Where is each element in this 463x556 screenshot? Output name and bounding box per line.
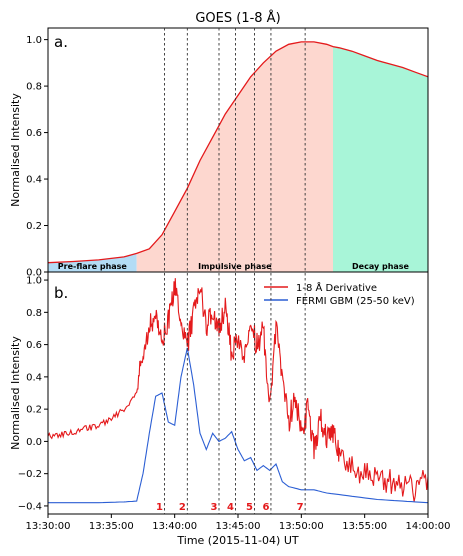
panel-b: −0.4 −0.2 0.0 0.2 0.4 0.6 0.8 1.0 13:30:00 13:35… — [9, 271, 451, 547]
phase-band-2 — [136, 41, 333, 272]
phase-label-2: Impulsive phase — [198, 262, 272, 271]
xtick-label-5: 13:55:00 — [342, 521, 387, 532]
ytick-label-b-5: 0.6 — [26, 340, 42, 351]
ytick-label-b-7: 1.0 — [26, 276, 42, 287]
legend-label-derivative: 1-8 Å Derivative — [296, 281, 377, 294]
ytick-label-b-6: 0.8 — [26, 308, 42, 319]
panel-a-ylabel: Normalised Intensity — [9, 93, 22, 207]
panel-b-label: b. — [54, 284, 68, 302]
fermi-gbm-series-line — [48, 347, 428, 504]
ytick-label-a-4: 0.8 — [26, 82, 42, 93]
derivative-series-line — [48, 278, 428, 502]
event-marker-label-6: 6 — [262, 502, 269, 513]
goes-curve-group — [48, 41, 428, 264]
phase-labels: Pre-flare phase Impulsive phase Decay phas… — [58, 262, 410, 271]
xtick-label-3: 13:45:00 — [216, 521, 261, 532]
ytick-label-a-5: 1.0 — [26, 35, 42, 46]
panel-b-series — [48, 278, 428, 504]
ytick-label-a-1: 0.2 — [26, 221, 42, 232]
xtick-label-0: 13:30:00 — [26, 521, 71, 532]
legend-label-fermi: FERMI GBM (25-50 keV) — [296, 296, 415, 307]
phase-band-3 — [333, 46, 428, 272]
panel-a-label: a. — [54, 33, 68, 51]
panel-a-yticks: 0.0 0.2 0.4 0.6 0.8 1.0 — [26, 35, 48, 279]
xtick-label-6: 14:00:00 — [406, 521, 451, 532]
ytick-label-b-1: −0.2 — [18, 469, 42, 480]
event-marker-label-4: 4 — [227, 502, 234, 513]
phase-label-1: Pre-flare phase — [58, 262, 128, 271]
phase-label-3: Decay phase — [352, 262, 410, 271]
ytick-label-a-3: 0.6 — [26, 128, 42, 139]
phase-bands — [48, 41, 428, 272]
panel-b-xlabel: Time (2015-11-04) UT — [176, 534, 298, 547]
xtick-label-2: 13:40:00 — [152, 521, 197, 532]
ytick-label-b-0: −0.4 — [18, 501, 42, 512]
xtick-label-1: 13:35:00 — [89, 521, 134, 532]
event-marker-label-2: 2 — [179, 502, 186, 513]
panel-a: Pre-flare phase Impulsive phase Decay phas… — [9, 10, 429, 279]
goes-flux-line — [48, 41, 428, 264]
ytick-label-a-0: 0.0 — [26, 268, 42, 279]
panel-b-xticks: 13:30:00 13:35:00 13:40:00 13:45:00 13:50:00… — [26, 514, 451, 532]
xtick-label-4: 13:50:00 — [279, 521, 324, 532]
event-marker-label-1: 1 — [156, 502, 163, 513]
ytick-label-b-2: 0.0 — [26, 437, 42, 448]
ytick-label-a-2: 0.4 — [26, 175, 42, 186]
ytick-label-b-4: 0.4 — [26, 372, 42, 383]
panel-b-yticks: −0.4 −0.2 0.0 0.2 0.4 0.6 0.8 1.0 — [18, 276, 48, 512]
ytick-label-b-3: 0.2 — [26, 405, 42, 416]
event-marker-label-7: 7 — [297, 502, 304, 513]
panel-b-ylabel: Normalised Intensity — [9, 336, 22, 450]
event-marker-label-3: 3 — [211, 502, 218, 513]
event-marker-label-5: 5 — [246, 502, 253, 513]
legend: 1-8 Å Derivative FERMI GBM (25-50 keV) — [264, 281, 415, 307]
panel-a-title: GOES (1-8 Å) — [195, 10, 280, 26]
